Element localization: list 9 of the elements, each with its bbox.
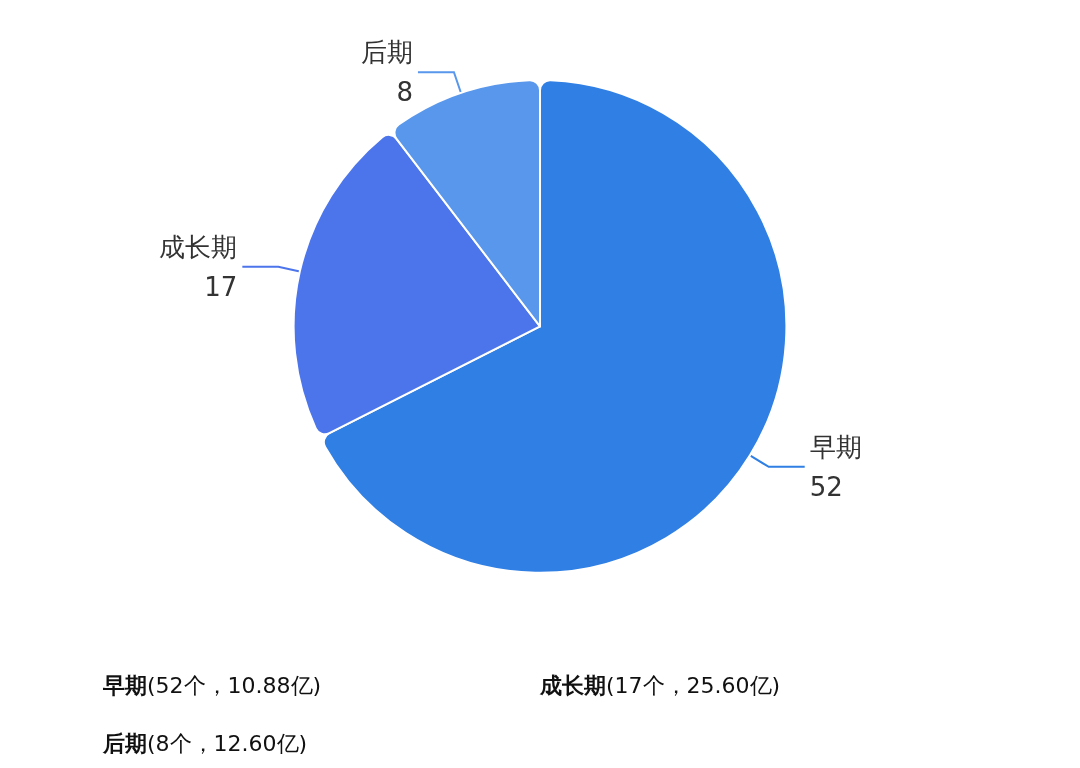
slice-label: 早期 <box>809 431 862 462</box>
data-label: 17 <box>204 271 238 302</box>
text: 成长期(17个，25.60亿) <box>540 673 781 698</box>
data-label: 8 <box>396 77 413 108</box>
slice-label: 成长期 <box>159 231 238 262</box>
data-label: 52 <box>809 471 843 502</box>
text: 后期(8个，12.60亿) <box>103 731 308 756</box>
slice-label: 后期 <box>360 37 413 68</box>
text: 早期(52个，10.88亿) <box>103 673 322 698</box>
